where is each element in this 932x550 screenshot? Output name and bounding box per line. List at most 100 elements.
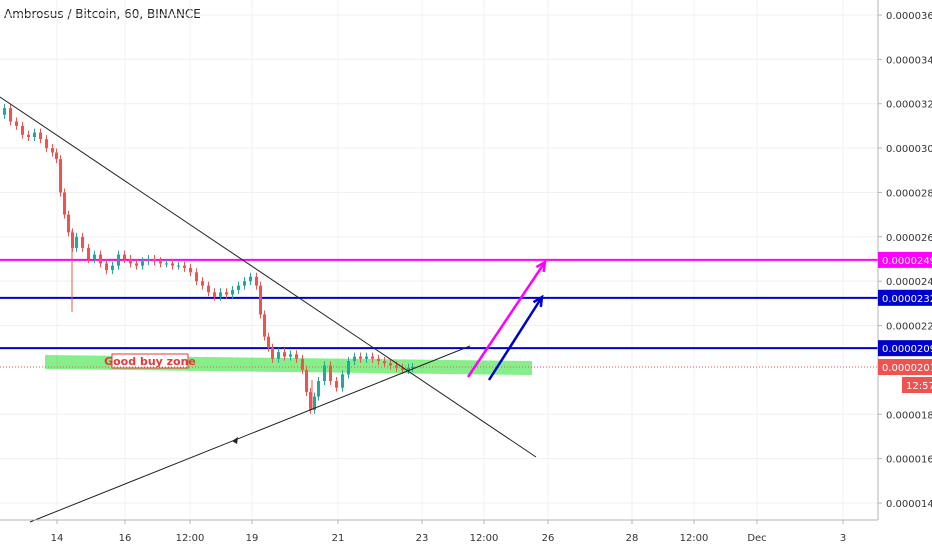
candle-body <box>51 148 54 153</box>
uptrend-line <box>29 345 471 523</box>
time-tick-label: 19 <box>246 533 259 544</box>
candle-body <box>147 259 150 262</box>
buy-zone-label-box <box>111 353 189 369</box>
level-badge-3 <box>878 359 932 376</box>
time-tick-label: 12:00 <box>470 533 499 544</box>
candle-body <box>195 272 198 282</box>
countdown-badge <box>902 377 932 394</box>
candle-body <box>111 265 114 271</box>
trend-drawings <box>0 96 547 523</box>
magenta-arrow-head <box>535 259 547 273</box>
level-badge-2 <box>878 340 932 357</box>
candle-body <box>353 356 356 362</box>
price-tick-label: 0.00002800 <box>886 188 932 199</box>
level-badge-label: 0.00002013 <box>882 363 932 374</box>
candle-body <box>237 285 240 291</box>
candle-body <box>189 267 192 273</box>
candle-body <box>63 192 66 215</box>
candle-body <box>225 292 228 295</box>
candle-body <box>27 134 30 137</box>
candle-body <box>171 263 174 266</box>
candle-body <box>93 254 96 259</box>
candle-body <box>33 132 36 137</box>
price-tick-label: 0.00001600 <box>886 455 932 466</box>
time-tick-label: 26 <box>542 533 555 544</box>
candle-body <box>267 336 270 348</box>
level-badge-label: 0.00002496 <box>882 256 932 267</box>
candle-body <box>277 352 280 359</box>
level-badge-label: 0.00002098 <box>882 344 932 355</box>
time-tick-label: 28 <box>626 533 639 544</box>
candle-body <box>117 254 120 266</box>
candle-body <box>411 367 414 369</box>
candle-body <box>21 125 24 135</box>
candle-body <box>301 358 304 370</box>
price-tick-label: 0.00001400 <box>886 499 932 510</box>
candle-body <box>271 347 274 359</box>
countdown-label: 12:57 <box>906 381 932 392</box>
time-tick-label: 12:00 <box>176 533 205 544</box>
buy-zone: Good buy zone <box>45 353 532 375</box>
candle-body <box>3 108 6 115</box>
time-tick-label: 14 <box>51 533 64 544</box>
magenta-arrow-shaft <box>466 261 547 378</box>
candle-body <box>15 121 18 126</box>
candle-body <box>401 367 404 370</box>
candle-body <box>243 281 246 286</box>
candle-body <box>177 265 180 267</box>
candle-body <box>59 159 62 193</box>
time-tick-label: 21 <box>332 533 345 544</box>
candle-body <box>383 361 386 364</box>
time-tick-label: Dec <box>747 533 766 544</box>
candle-body <box>87 247 90 259</box>
level-badge-label: 0.00002325 <box>882 294 932 305</box>
level-badge-1 <box>878 289 932 306</box>
price-tick-label: 0.00003600 <box>886 11 932 22</box>
candle-body <box>9 108 12 122</box>
candle-body <box>317 381 320 397</box>
time-tick-label: 23 <box>416 533 429 544</box>
candle-body <box>377 358 380 362</box>
candle-body <box>123 254 126 259</box>
price-levels <box>0 258 878 368</box>
candle-body <box>219 292 222 297</box>
candle-body <box>255 276 258 286</box>
time-axis[interactable]: 14 16 12:00 19 21 23 12:00 26 28 12:00 Dec 3 <box>0 519 878 544</box>
candle-body <box>45 139 48 149</box>
candle-body <box>365 356 368 359</box>
candle-body <box>183 265 186 268</box>
level-badge-0 <box>878 251 932 268</box>
candle-body <box>75 236 78 248</box>
uptrend-arrow-marker <box>232 437 238 444</box>
candle-body <box>153 259 156 262</box>
price-tick-label: 0.00002400 <box>886 277 932 288</box>
candle-body <box>207 285 210 293</box>
candle-body <box>105 263 108 271</box>
candle-body <box>309 392 312 410</box>
candle-body <box>395 365 398 368</box>
candle-body <box>289 354 292 357</box>
candle-body <box>323 365 326 381</box>
candle-body <box>135 263 138 266</box>
price-tick-label: 0.00002600 <box>886 233 932 244</box>
price-tick-label: 0.00003000 <box>886 144 932 155</box>
candle-body <box>313 396 316 410</box>
candle-body <box>407 367 410 370</box>
time-tick-label: 16 <box>119 533 132 544</box>
candle-body <box>249 276 252 282</box>
candle-body <box>295 354 298 359</box>
candle-body <box>389 363 392 366</box>
candle-body <box>159 261 162 264</box>
price-tick-label: 0.00001800 <box>886 410 932 421</box>
candle-body <box>81 236 84 248</box>
candle-body <box>99 254 102 264</box>
buy-zone-label: Good buy zone <box>104 355 196 368</box>
candle-body <box>39 132 42 140</box>
candle-body <box>201 281 204 286</box>
blue-arrow-shaft <box>487 296 544 381</box>
grid <box>0 0 878 520</box>
price-series <box>3 104 414 414</box>
downtrend-line <box>0 96 537 458</box>
candle-body <box>55 152 58 160</box>
